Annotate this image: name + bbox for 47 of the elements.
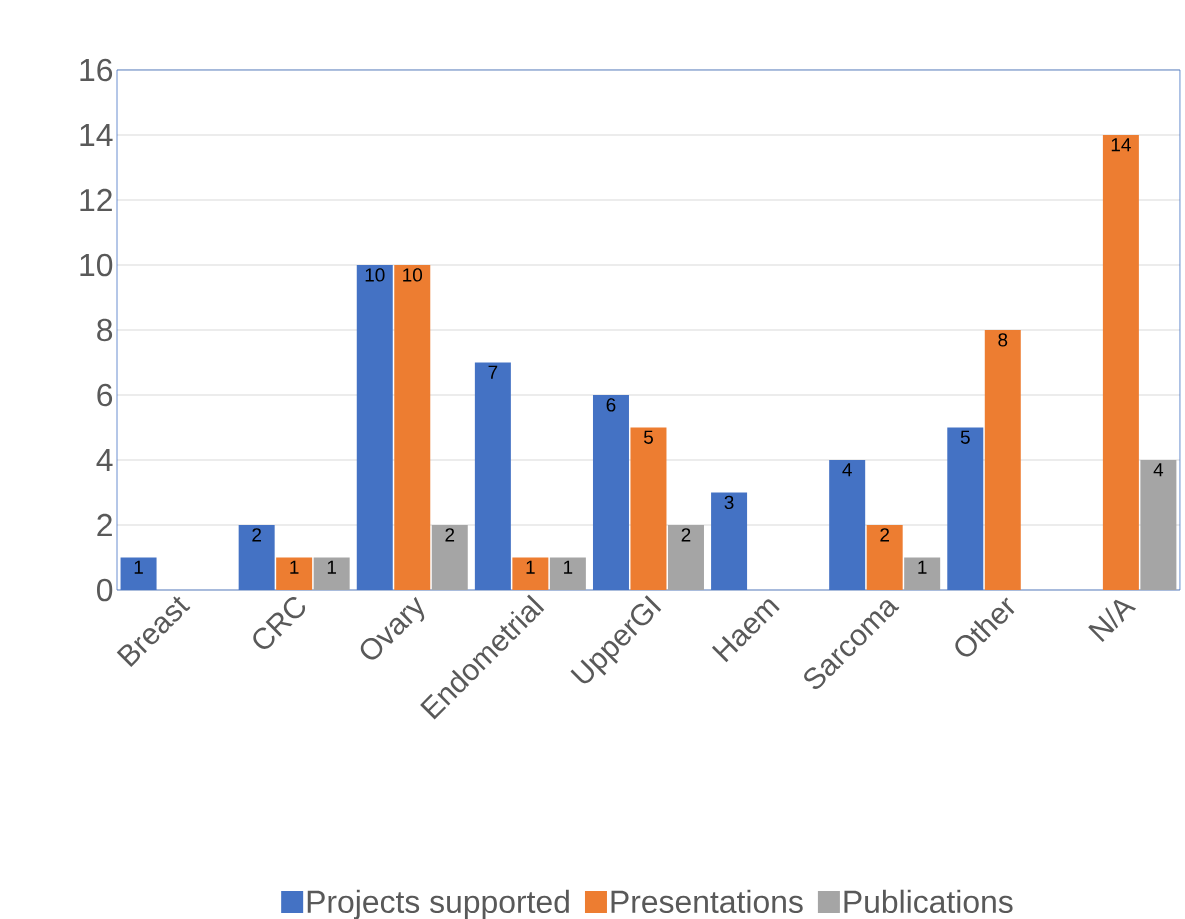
y-tick-label: 0 [97,578,113,602]
y-tick-label: 12 [80,188,112,212]
bar [431,524,468,590]
x-tick-label: N/A [1088,599,1137,642]
y-tick-label: 8 [97,318,113,342]
bar [667,524,704,590]
y-tick-label: 16 [80,58,113,82]
data-label: 4 [842,463,852,477]
y-tick-label: 14 [80,124,113,146]
bar [549,557,586,590]
data-label: 2 [880,528,889,542]
legend-label: Publications [844,889,1013,914]
data-label: 1 [918,560,927,574]
bar [512,557,549,590]
data-label: 2 [681,528,691,542]
data-label: 1 [290,560,299,574]
bar [313,557,350,590]
legend-label: Presentations [611,889,803,914]
data-label: 1 [327,560,336,574]
data-label: 3 [724,495,734,510]
data-label: 14 [1111,138,1131,152]
legend-label: Projects supported [307,889,569,919]
data-label: 8 [998,333,1008,347]
bar [1140,459,1177,590]
bar [630,427,667,590]
data-label: 1 [526,560,535,574]
bar [1102,134,1139,590]
y-tick-label: 6 [97,383,113,407]
data-label: 4 [1153,463,1164,477]
data-label: 2 [445,528,455,542]
y-tick-label: 2 [97,513,112,537]
data-label: 7 [488,365,498,379]
data-label: 1 [564,560,573,574]
data-label: 5 [643,430,653,444]
bar [276,557,313,590]
y-tick-label: 10 [80,253,113,277]
bar [394,264,431,590]
bar [866,524,903,590]
bar [904,557,941,590]
data-label: 10 [365,268,385,282]
y-tick-label: 4 [96,449,113,471]
data-label: 2 [252,528,261,542]
data-label: 5 [960,430,970,444]
data-label: 10 [403,268,423,282]
data-label: 1 [134,560,143,574]
data-label: 6 [606,398,616,412]
bar [984,329,1021,590]
